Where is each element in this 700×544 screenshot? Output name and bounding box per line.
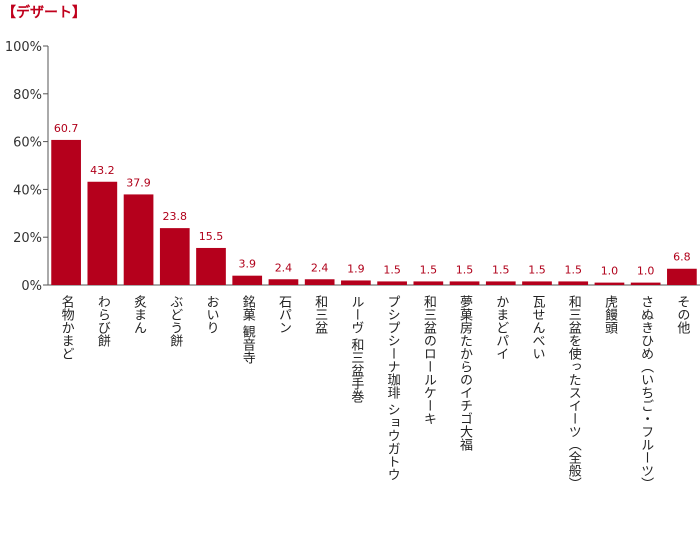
bar [594,282,625,285]
bar [268,279,299,285]
bar [449,281,480,285]
y-tick-label: 20% [13,231,42,246]
y-tick-label: 100% [5,40,42,55]
bar [413,281,444,285]
bar [123,194,154,285]
category-label: 和三盆 [312,295,328,334]
bar [485,281,516,285]
category-label: 和三盆を使ったスイーツ（全般） [566,295,582,490]
category-label: ルーヴ 和三盆手巻 [348,295,364,404]
category-label: 夢菓房たからのイチゴ大福 [457,295,473,451]
value-label: 1.5 [564,263,582,276]
category-label: 虎饅頭 [602,295,618,334]
y-tick-label: 40% [13,183,42,198]
value-label: 3.9 [238,258,256,271]
bar [377,281,407,285]
bar [196,247,226,285]
bar [522,281,552,285]
category-label: プシプシーナ珈琲 ショウガトウ [385,295,401,482]
bar [341,280,371,285]
bar [232,275,263,285]
chart-title: 【デザート】 [2,5,86,21]
category-label: 名物かまど [59,294,75,360]
value-label: 2.4 [311,261,329,274]
category-label: 炙まん [131,295,147,334]
value-label: 1.5 [528,263,546,276]
value-label: 43.2 [90,164,115,177]
category-label: 銘菓 観音寺 [240,295,256,365]
bar [51,139,81,285]
bar-series [51,139,697,285]
category-label: 瓦せんべい [530,295,546,360]
category-label: ぶどう餅 [167,295,183,347]
value-label: 1.0 [601,265,619,278]
category-label: 和三盆のロールケーキ [421,295,437,425]
y-tick-label: 0% [21,279,42,294]
chart-axes [47,46,700,286]
value-label: 1.9 [347,262,365,275]
category-label: さぬきひめ（いちご・フルーツ） [638,295,654,490]
value-label: 1.5 [420,263,438,276]
category-label: おいり [204,295,219,334]
value-label: 1.0 [637,265,655,278]
category-label: かまどパイ [493,295,509,360]
category-label: その他 [674,295,690,335]
y-tick-label: 60% [13,136,42,151]
bar [667,268,697,285]
bar [159,228,190,285]
value-label: 1.5 [383,263,401,276]
category-labels: 名物かまど わらび餅 炙まん ぶどう餅 おいり 銘菓 観音寺 石パン 和三盆 ルーヴ 和三盆手巻… [59,294,690,490]
bar [558,281,589,285]
value-labels: 60.7 43.2 37.9 23.8 15.5 3.9 2.4 2.4 1.9 1.5 1.5 1.… [54,122,691,278]
value-label: 6.8 [673,251,691,264]
bar [630,282,661,285]
value-label: 1.5 [456,263,474,276]
value-label: 37.9 [126,176,151,189]
bar [87,181,118,285]
value-label: 23.8 [163,210,188,223]
bar [304,279,335,285]
category-label: わらび餅 [95,295,111,347]
value-label: 60.7 [54,122,79,135]
value-label: 15.5 [199,230,224,243]
value-label: 2.4 [275,261,293,274]
category-label: 石パン [276,295,292,334]
y-axis-ticks: 0% 20% 40% 60% 80% 100% [5,40,48,294]
y-tick-label: 80% [13,88,42,103]
value-label: 1.5 [492,263,510,276]
